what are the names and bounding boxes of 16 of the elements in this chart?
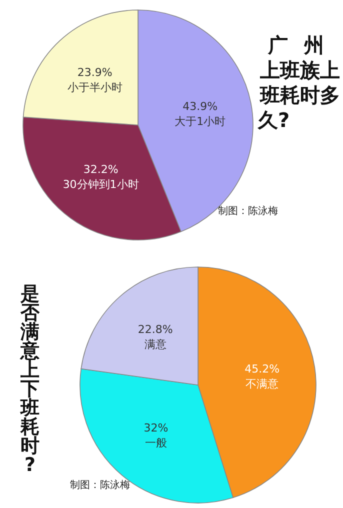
slice-label: 小于半小时 bbox=[67, 80, 122, 94]
data-label: 23.9% bbox=[77, 66, 112, 79]
slice-label: 一般 bbox=[145, 436, 168, 450]
slice-label: 不满意 bbox=[246, 377, 279, 390]
data-label: 22.8% bbox=[138, 323, 173, 336]
data-label: 45.2% bbox=[244, 362, 280, 376]
text: 广州上班族上班耗时多久? bbox=[257, 33, 340, 132]
text: 制图：陈泳梅 bbox=[70, 479, 130, 491]
text: 制图：陈泳梅 bbox=[218, 205, 278, 217]
slice-label: 大于1小时 bbox=[174, 114, 226, 128]
slice-label: 30分钟到1小时 bbox=[62, 178, 139, 192]
chart-title: 是否满意上下班耗时? bbox=[20, 283, 40, 476]
data-label: 32.2% bbox=[83, 163, 118, 176]
slice-label: 满意 bbox=[144, 338, 166, 352]
data-label: 32% bbox=[144, 421, 168, 434]
data-label: 43.9% bbox=[182, 100, 218, 113]
